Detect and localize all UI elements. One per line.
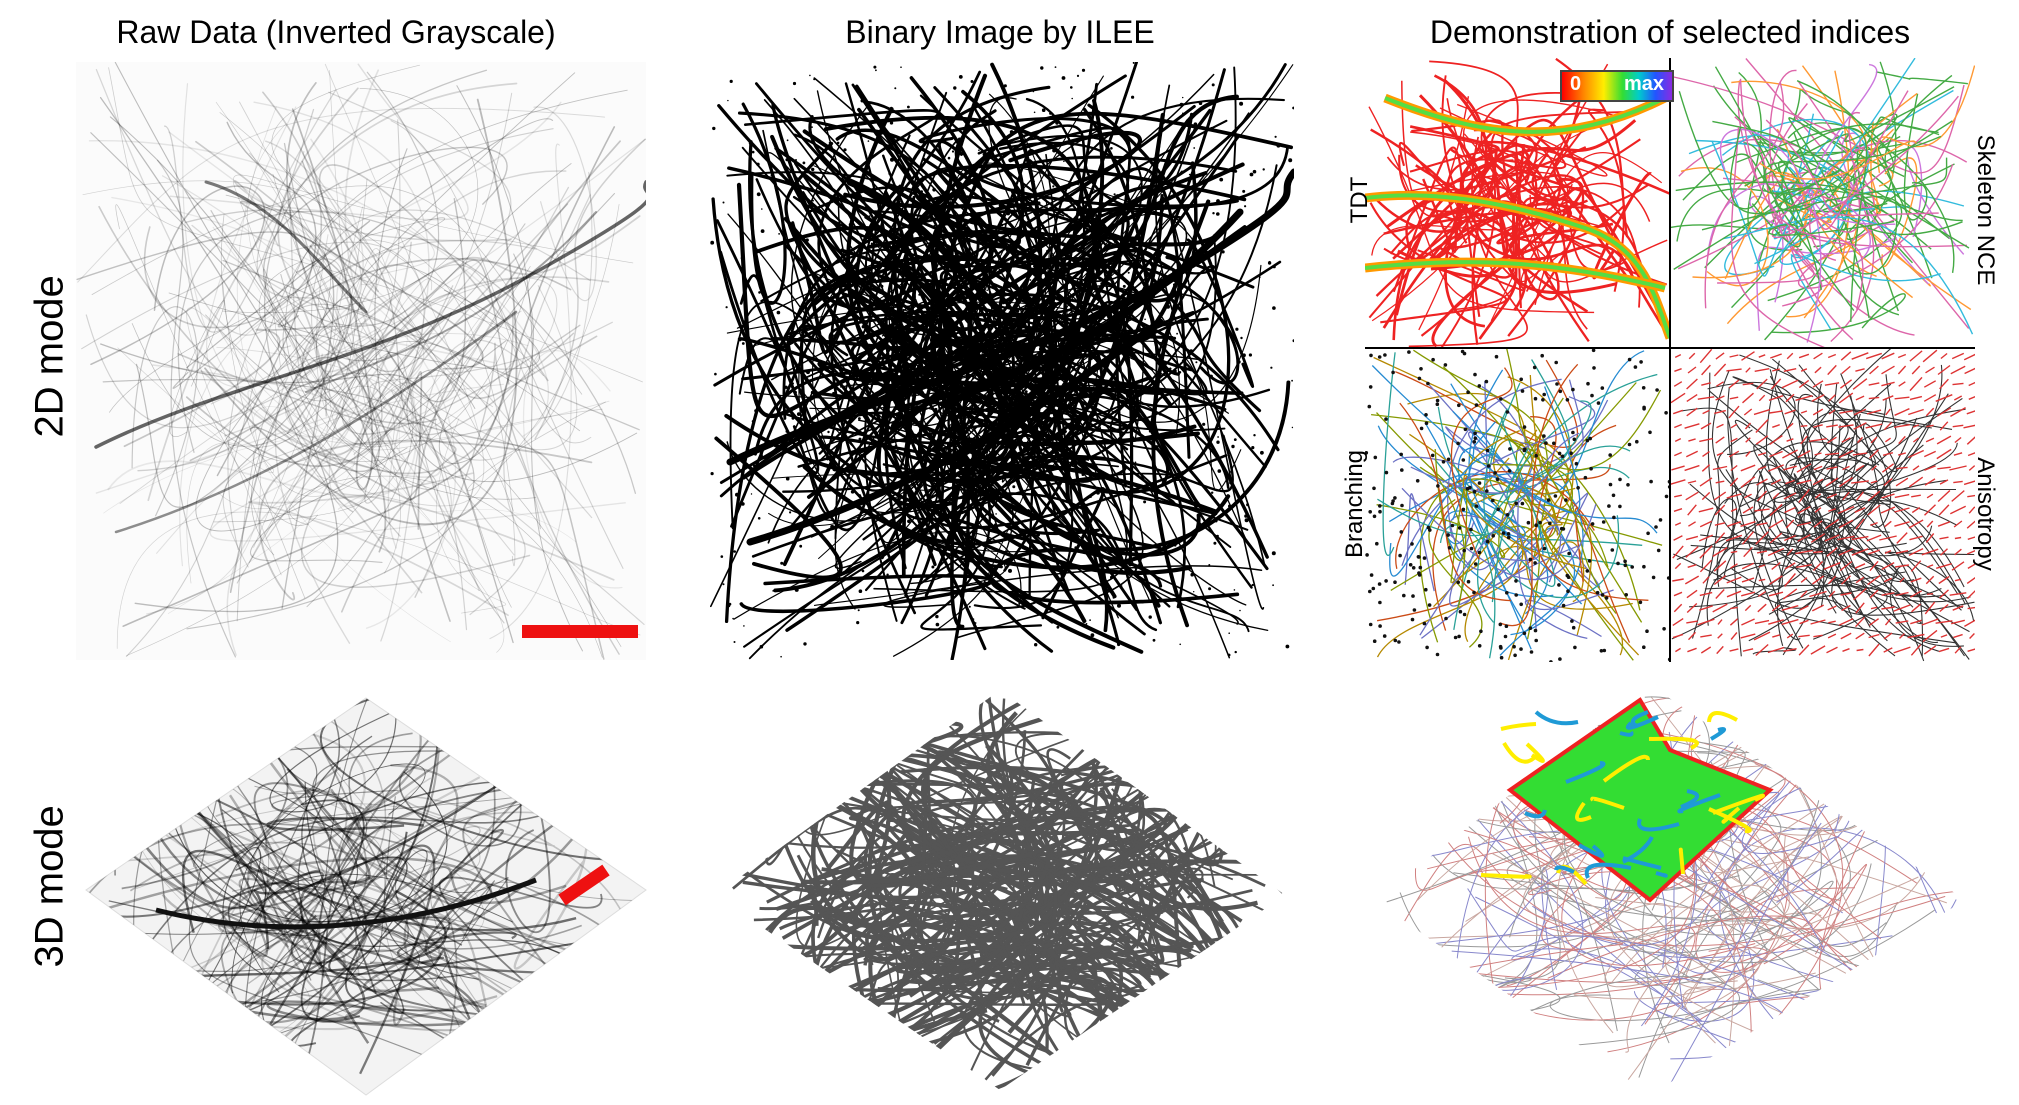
binary-3d-fibers xyxy=(715,690,1285,1090)
column-title-binary: Binary Image by ILEE xyxy=(845,14,1155,50)
raw-data-3d-image xyxy=(76,690,656,1100)
column-title-raw: Raw Data (Inverted Grayscale) xyxy=(116,14,556,50)
row-label-3d: 3D mode xyxy=(27,805,72,968)
quadrant-label-tdt: TDT xyxy=(1346,176,1373,224)
tdt-3d-surface xyxy=(1506,697,1774,903)
row-label-2d: 2D mode xyxy=(27,275,72,438)
quadrant-label-branching: Branching xyxy=(1341,449,1368,559)
scale-bar xyxy=(522,625,638,638)
colorbar-max-label: max xyxy=(1623,73,1664,95)
thick-bundles xyxy=(94,180,646,534)
scale-bar-3d xyxy=(558,864,610,906)
quadrant-label-anisotropy: Anisotropy xyxy=(1972,457,1999,571)
binary-image-3d xyxy=(700,680,1300,1100)
binary-image-2d xyxy=(710,62,1294,660)
quadrant-label-skeleton-nce: Skeleton NCE xyxy=(1972,134,1999,286)
demo-indices-panel xyxy=(1365,58,1975,662)
raw-data-2d-image xyxy=(76,62,646,660)
tdt-3d-channels xyxy=(1480,710,1765,886)
column-title-demo: Demonstration of selected indices xyxy=(1429,14,1911,50)
binary-bundles xyxy=(726,168,1294,546)
anisotropy-quadrant xyxy=(1670,348,1975,662)
binary-fibers xyxy=(710,62,1294,660)
fine-fibers xyxy=(76,62,646,660)
skeleton-nce-quadrant xyxy=(1670,58,1975,348)
demo-indices-3d xyxy=(1370,680,1970,1100)
tdt-quadrant xyxy=(1365,58,1670,348)
volume-block xyxy=(85,697,647,1096)
colorbar-min-label: 0 xyxy=(1570,73,1582,95)
branching-quadrant xyxy=(1365,348,1670,662)
colorbar: 0 max xyxy=(1560,70,1674,102)
binary-speckles xyxy=(710,62,1294,658)
